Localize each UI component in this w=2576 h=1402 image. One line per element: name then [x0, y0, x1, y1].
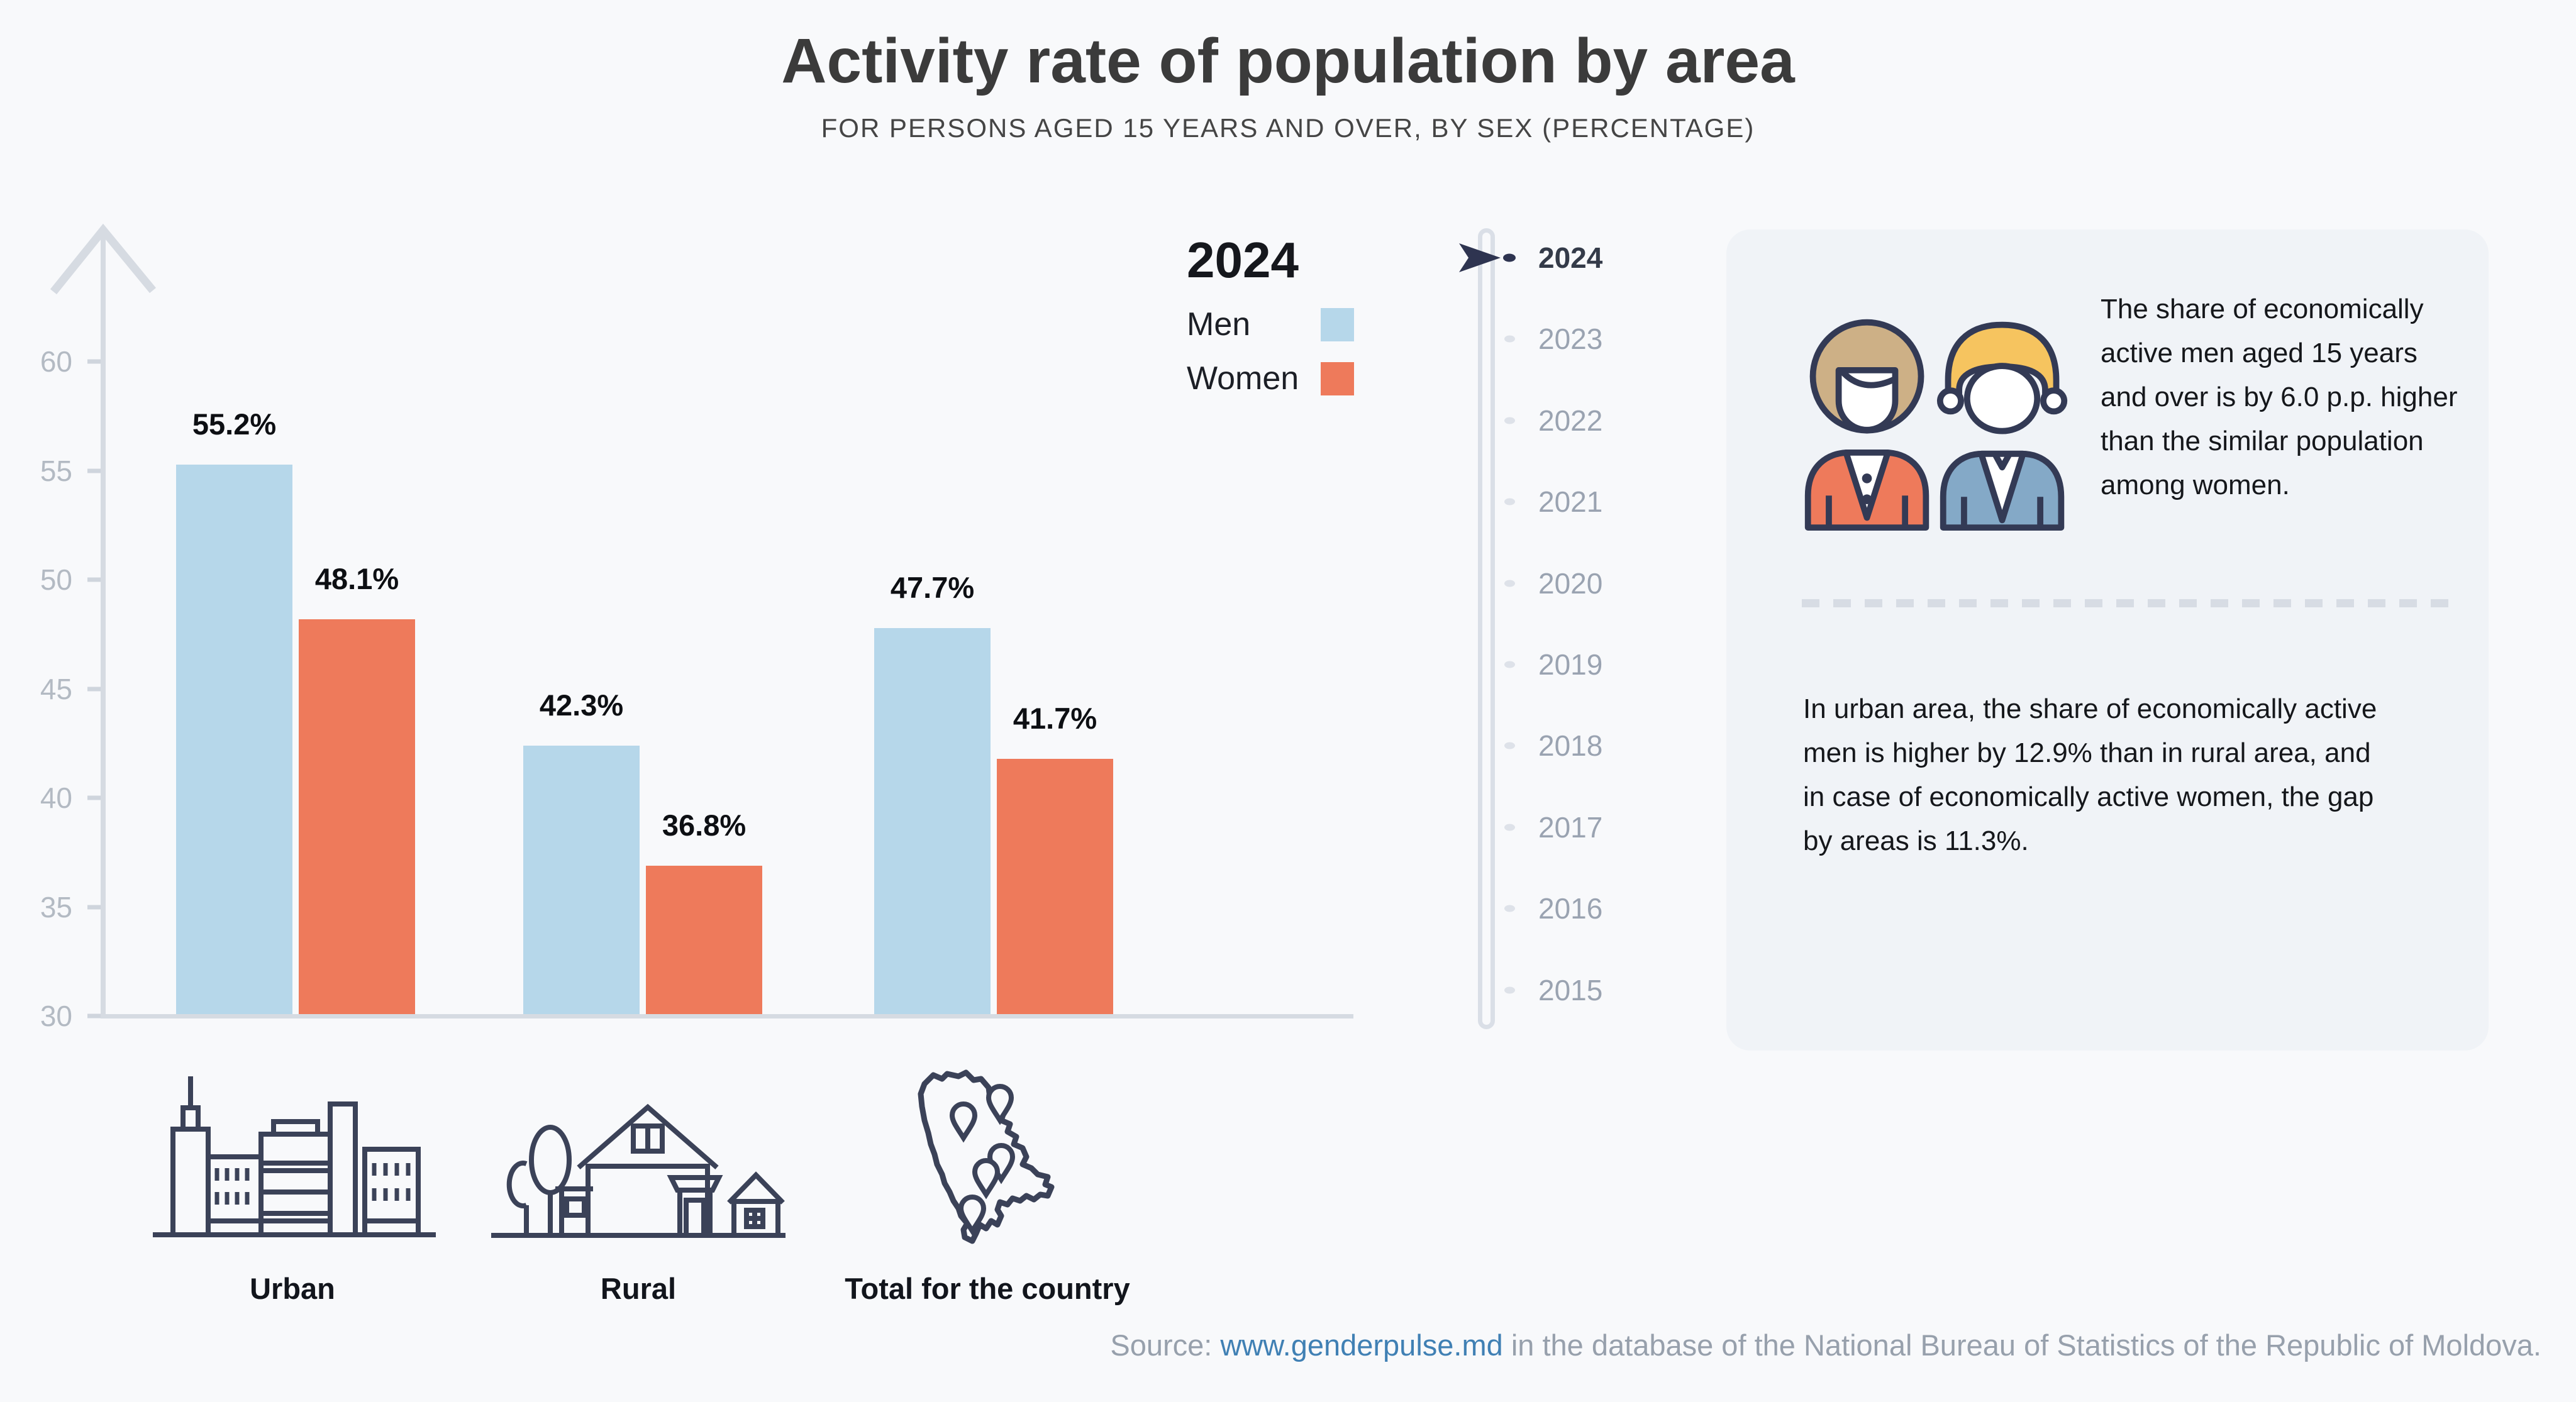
bar-value-total-for-the-country-women: 41.7% — [1013, 702, 1097, 735]
timeline-dot-2021 — [1504, 498, 1515, 505]
y-tick-mark-40 — [87, 795, 101, 800]
timeline-dot-2015 — [1504, 986, 1515, 994]
y-tick-label-60: 60 — [40, 345, 72, 378]
insights-panel: The share of economically active men age… — [1726, 229, 2489, 1051]
bar-urban-women — [299, 619, 415, 1014]
category-label-rural: Rural — [600, 1272, 677, 1305]
legend-item-women: Women — [1187, 360, 1354, 397]
bar-value-total-for-the-country-men: 47.7% — [890, 570, 975, 604]
page-title: Activity rate of population by area — [781, 26, 1795, 96]
bar-total-for-the-country-women — [997, 759, 1113, 1014]
legend-swatch-men — [1321, 307, 1354, 341]
timeline-year-2023[interactable]: 2023 — [1538, 323, 1603, 356]
timeline-dot-2024 — [1503, 253, 1516, 262]
timeline-dot-2016 — [1504, 905, 1515, 912]
insight-paragraph-2: In urban area, the share of economically… — [1803, 693, 2377, 856]
timeline-dot-2020 — [1504, 580, 1515, 587]
legend-label-men: Men — [1187, 306, 1251, 343]
source-line: Source: www.genderpulse.md in the databa… — [1110, 1328, 2541, 1362]
timeline-track[interactable] — [1478, 228, 1495, 1029]
timeline-year-2016[interactable]: 2016 — [1538, 892, 1603, 925]
legend-label-women: Women — [1187, 360, 1299, 397]
y-tick-label-30: 30 — [40, 1000, 72, 1032]
y-tick-label-50: 50 — [40, 563, 72, 596]
moldova-map-with-pins-icon — [918, 1069, 1055, 1244]
page-subtitle: FOR PERSONS AGED 15 YEARS AND OVER, BY S… — [821, 113, 1755, 143]
category-label-urban: Urban — [250, 1272, 335, 1305]
y-axis-arrow-icon — [50, 223, 157, 295]
y-tick-mark-55 — [87, 468, 101, 473]
y-tick-label-45: 45 — [40, 672, 72, 705]
timeline-dot-2022 — [1504, 417, 1515, 424]
timeline-year-2024[interactable]: 2024 — [1538, 241, 1603, 274]
timeline-dot-2018 — [1504, 742, 1515, 749]
y-tick-mark-60 — [87, 359, 101, 364]
bar-rural-men — [523, 746, 640, 1014]
timeline-dot-2017 — [1504, 824, 1515, 831]
legend-item-men: Men — [1187, 306, 1354, 343]
y-tick-label-40: 40 — [40, 781, 72, 814]
y-tick-label-55: 55 — [40, 454, 72, 487]
bar-value-urban-women: 48.1% — [314, 561, 399, 595]
timeline-year-2022[interactable]: 2022 — [1538, 404, 1603, 437]
legend-year: 2024 — [1187, 232, 1299, 288]
timeline-dot-2019 — [1504, 661, 1515, 668]
chart-legend: 2024 Men Women — [1187, 231, 1354, 397]
bar-rural-women — [646, 866, 762, 1014]
source-suffix: in the database of the National Bureau o… — [1502, 1328, 2541, 1362]
house-with-tree-icon — [491, 1103, 786, 1238]
y-tick-mark-45 — [87, 687, 101, 691]
timeline-year-2018[interactable]: 2018 — [1538, 729, 1603, 763]
timeline-year-2019[interactable]: 2019 — [1538, 648, 1603, 681]
y-tick-label-35: 35 — [40, 890, 72, 924]
woman-and-man-avatars-icon — [1804, 319, 2068, 531]
dashed-divider — [1802, 599, 2460, 607]
city-buildings-icon — [153, 1076, 436, 1237]
bar-value-rural-men: 42.3% — [539, 688, 624, 722]
source-link[interactable]: www.genderpulse.md — [1220, 1328, 1503, 1362]
y-axis-line — [101, 230, 106, 1017]
timeline-year-2020[interactable]: 2020 — [1538, 566, 1603, 600]
legend-swatch-women — [1321, 362, 1354, 395]
bar-total-for-the-country-men — [874, 627, 991, 1014]
y-tick-mark-50 — [87, 577, 101, 582]
timeline-cursor-icon[interactable] — [1459, 243, 1501, 272]
category-label-total: Total for the country — [845, 1272, 1130, 1305]
timeline-year-2015[interactable]: 2015 — [1538, 973, 1603, 1007]
y-tick-mark-35 — [87, 905, 101, 909]
insight-paragraph-1: The share of economically active men age… — [2101, 294, 2458, 500]
timeline-year-2017[interactable]: 2017 — [1538, 810, 1603, 844]
bar-value-urban-men: 55.2% — [192, 407, 277, 441]
bar-urban-men — [176, 464, 292, 1014]
bar-value-rural-women: 36.8% — [662, 809, 747, 842]
x-axis-baseline — [101, 1014, 1353, 1018]
timeline-dot-2023 — [1504, 335, 1515, 343]
source-prefix: Source: — [1110, 1328, 1221, 1362]
timeline-year-2021[interactable]: 2021 — [1538, 485, 1603, 519]
y-tick-mark-30 — [87, 1013, 101, 1018]
